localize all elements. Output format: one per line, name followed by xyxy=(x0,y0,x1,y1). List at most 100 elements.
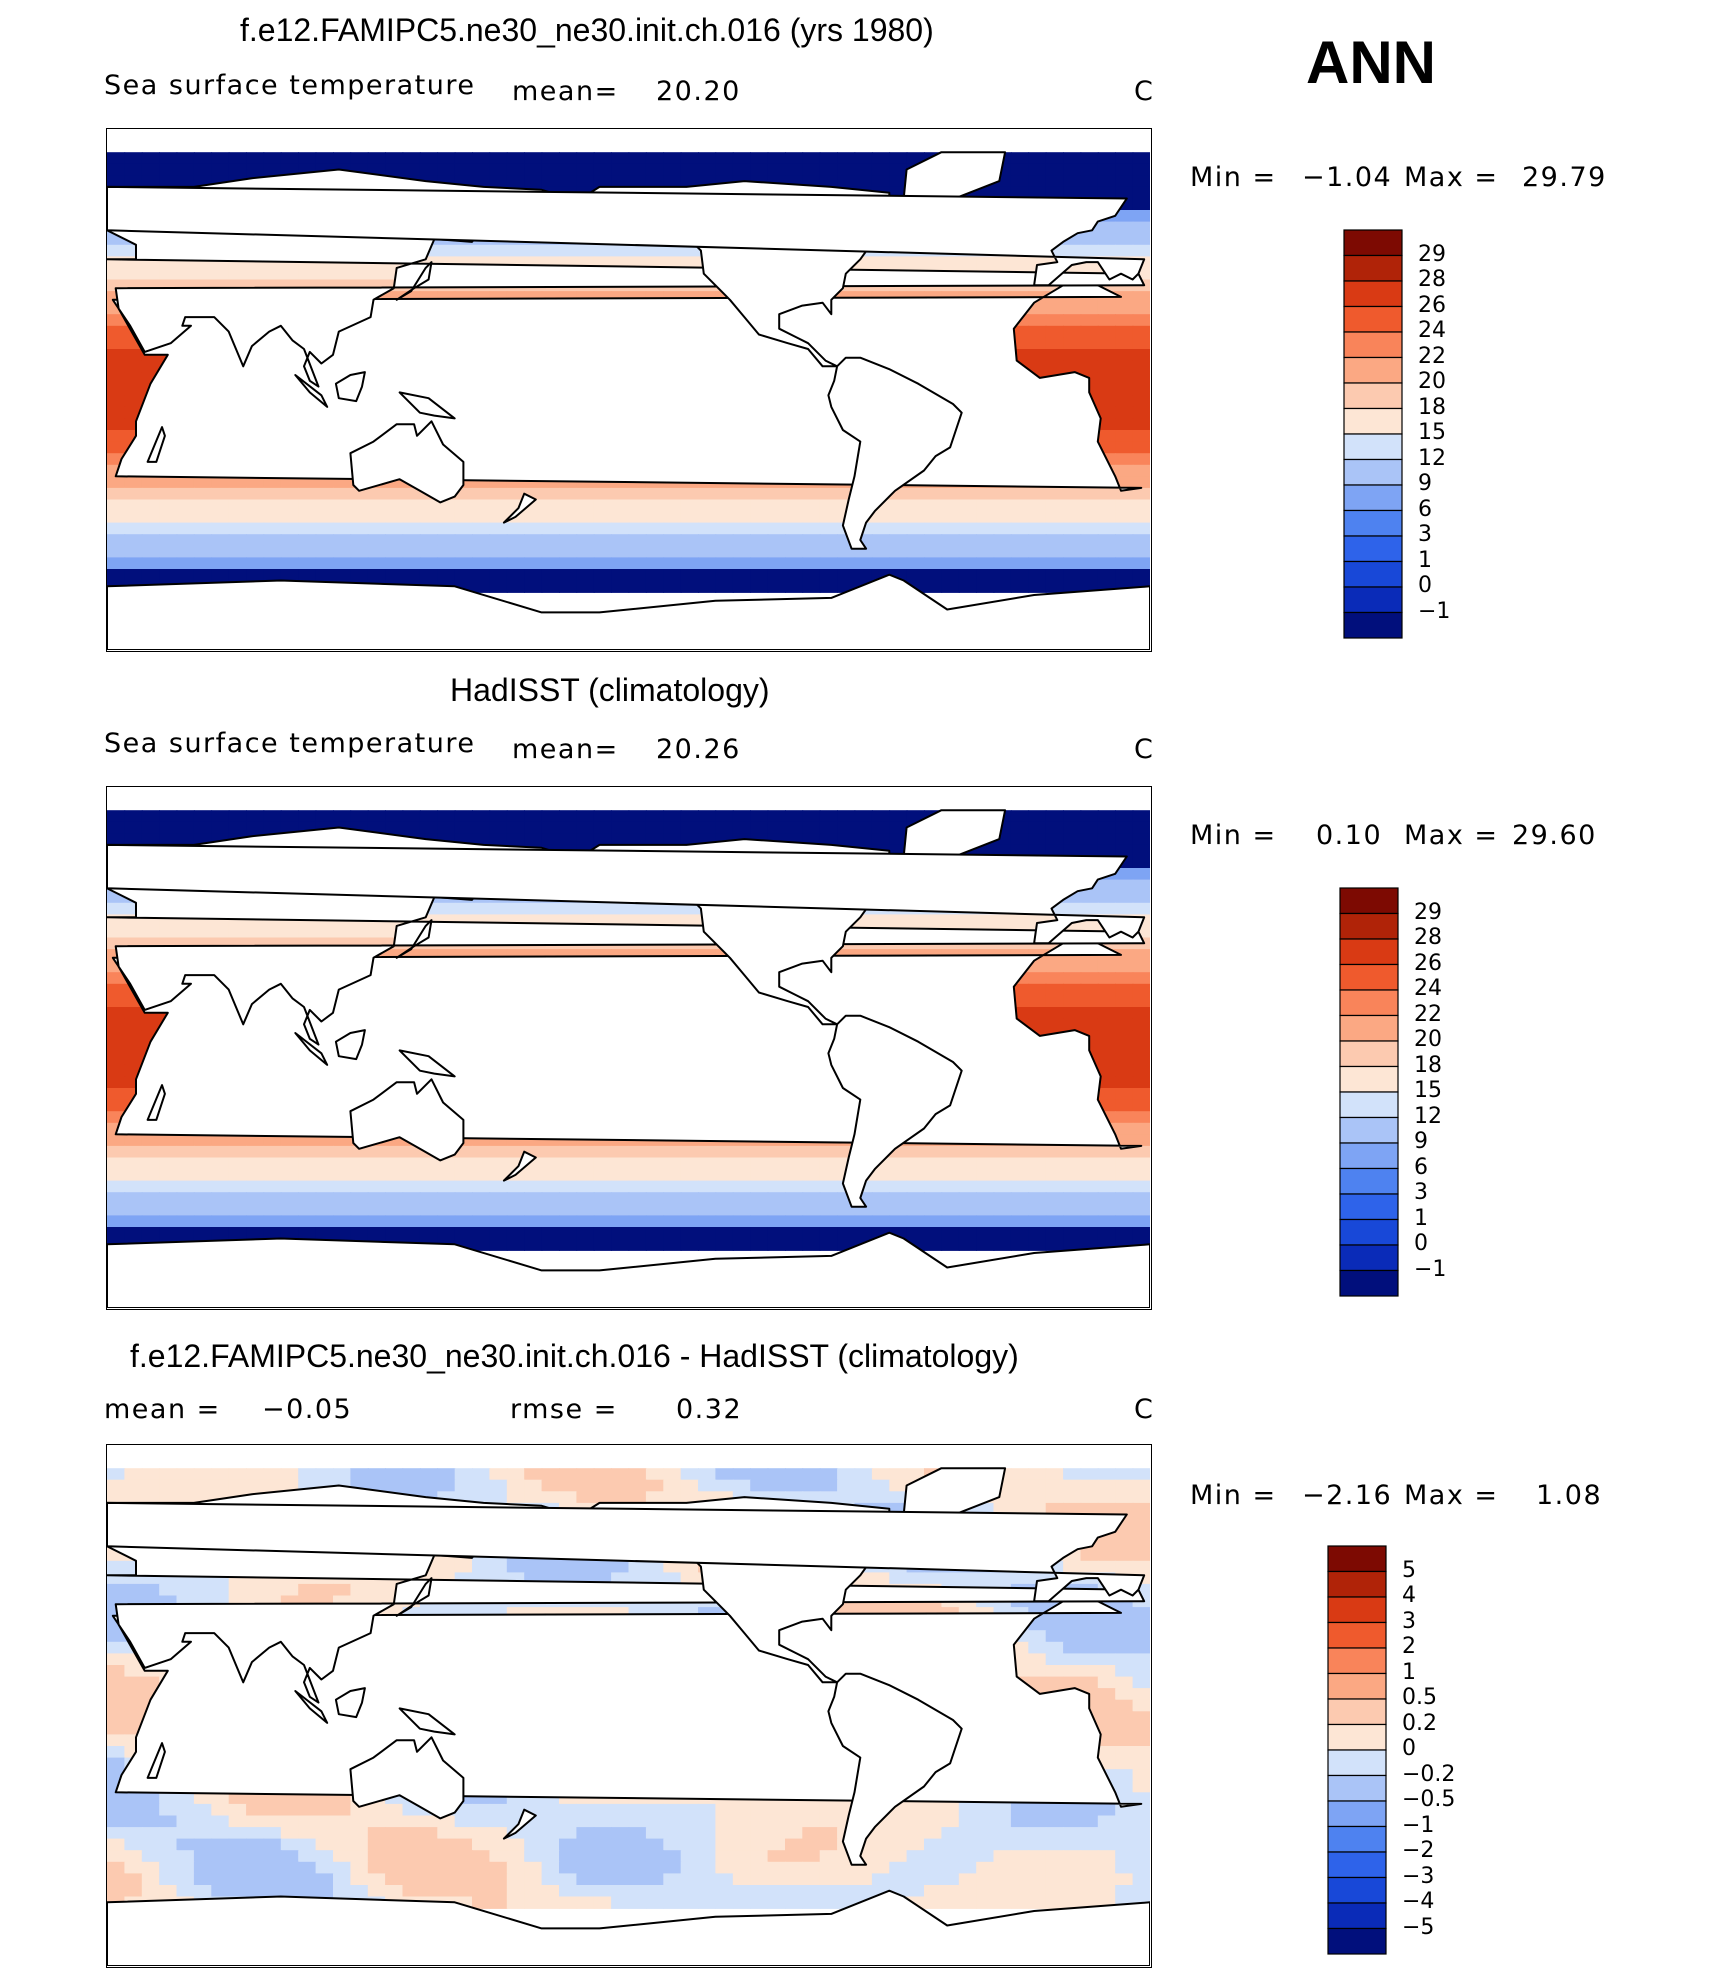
grid-cell xyxy=(437,163,456,177)
grid-cell xyxy=(906,534,925,547)
landmass-nz xyxy=(502,492,537,524)
grid-cell xyxy=(541,175,560,188)
grid-cell xyxy=(958,1145,977,1159)
grid-cell xyxy=(802,810,821,823)
grid-cell xyxy=(367,487,386,501)
grid-cell xyxy=(1063,833,1082,846)
grid-cell xyxy=(228,1169,247,1182)
grid-cell xyxy=(1115,569,1134,582)
grid-cell xyxy=(437,810,456,823)
grid-cell xyxy=(1132,856,1150,869)
grid-cell xyxy=(141,152,160,165)
grid-cell xyxy=(176,833,195,846)
grid-cell xyxy=(871,522,891,535)
grid-cell xyxy=(211,1145,230,1159)
grid-cell xyxy=(1045,1203,1064,1217)
grid-cell xyxy=(593,1479,612,1493)
grid-cell xyxy=(924,487,943,501)
grid-cell xyxy=(454,511,473,524)
grid-cell xyxy=(437,1227,456,1240)
grid-cell xyxy=(211,522,230,535)
grid-cell xyxy=(1132,545,1150,559)
grid-cell xyxy=(1132,557,1150,570)
grid-cell xyxy=(906,1215,925,1228)
grid-cell xyxy=(1097,418,1116,431)
grid-cell xyxy=(228,267,247,281)
grid-cell xyxy=(837,1227,856,1240)
grid-cell xyxy=(419,569,439,582)
grid-cell xyxy=(246,499,265,512)
grid-cell xyxy=(785,1157,804,1170)
grid-cell xyxy=(732,569,751,582)
grid-cell xyxy=(1115,291,1134,304)
grid-cell xyxy=(1115,972,1134,985)
grid-cell xyxy=(367,1145,386,1159)
grid-cell xyxy=(107,314,126,327)
grid-cell xyxy=(1045,1502,1064,1516)
grid-cell xyxy=(124,372,143,385)
grid-cell xyxy=(367,1169,386,1182)
grid-cell xyxy=(1132,833,1150,846)
grid-cell xyxy=(402,1479,421,1493)
grid-cell xyxy=(385,1479,404,1493)
grid-cell xyxy=(871,545,891,559)
grid-cell xyxy=(1063,557,1082,570)
grid-cell xyxy=(993,1192,1012,1205)
grid-cell xyxy=(228,1134,247,1147)
grid-cell xyxy=(993,569,1012,582)
grid-cell xyxy=(924,914,943,927)
grid-cell xyxy=(559,152,578,165)
grid-cell xyxy=(385,1192,404,1205)
grid-cell xyxy=(976,1192,995,1205)
grid-cell xyxy=(576,487,595,501)
grid-cell xyxy=(489,487,508,501)
grid-cell xyxy=(993,580,1012,593)
grid-cell xyxy=(489,152,508,165)
grid-cell xyxy=(159,569,178,582)
grid-cell xyxy=(1010,844,1030,858)
grid-cell xyxy=(437,244,456,258)
grid-cell xyxy=(385,1215,404,1228)
grid-cell xyxy=(593,545,612,559)
grid-cell xyxy=(246,163,265,177)
grid-cell xyxy=(211,1192,230,1205)
grid-cell xyxy=(524,821,543,835)
grid-cell xyxy=(1115,186,1134,200)
grid-cell xyxy=(402,152,421,165)
grid-cell xyxy=(454,1479,473,1493)
grid-cell xyxy=(1063,302,1082,316)
grid-cell xyxy=(524,1227,543,1240)
grid-cell xyxy=(489,175,508,188)
grid-cell xyxy=(645,1169,665,1182)
grid-cell xyxy=(750,1180,769,1193)
grid-cell xyxy=(263,1479,282,1493)
colorbar-swatch xyxy=(1343,458,1403,486)
grid-cell xyxy=(193,152,213,165)
grid-cell xyxy=(1097,511,1116,524)
grid-cell xyxy=(1115,337,1134,350)
grid-cell xyxy=(107,360,126,373)
grid-cell xyxy=(1045,534,1064,547)
grid-cell xyxy=(906,1203,925,1217)
grid-cell xyxy=(854,1227,873,1240)
grid-cell xyxy=(176,1491,195,1504)
grid-cell xyxy=(715,1192,734,1205)
grid-cell xyxy=(802,1238,821,1251)
grid-cell xyxy=(1115,557,1134,570)
grid-cell xyxy=(576,1157,595,1170)
grid-cell xyxy=(141,1227,160,1240)
grid-cell xyxy=(1010,511,1030,524)
grid-cell xyxy=(889,1169,908,1182)
grid-cell xyxy=(367,1227,386,1240)
grid-cell xyxy=(1132,1007,1150,1020)
grid-cell xyxy=(228,511,247,524)
grid-cell xyxy=(1080,325,1099,339)
grid-cell xyxy=(1063,314,1082,327)
grid-cell xyxy=(159,1192,178,1205)
grid-cell xyxy=(333,1145,352,1159)
grid-cell xyxy=(1045,522,1064,535)
grid-cell xyxy=(193,163,213,177)
grid-cell xyxy=(472,1215,491,1228)
grid-cell xyxy=(802,1169,821,1182)
grid-cell xyxy=(1045,487,1064,501)
